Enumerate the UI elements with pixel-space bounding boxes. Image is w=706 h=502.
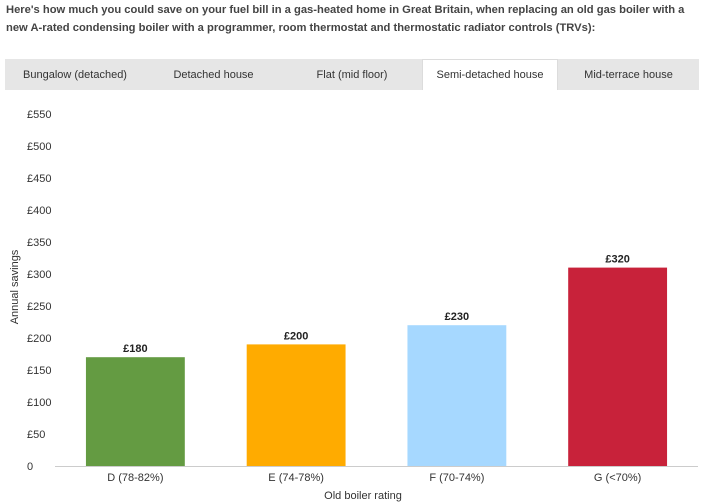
tab-bungalow-detached[interactable]: Bungalow (detached) <box>23 68 127 81</box>
tab-semi-detached-house[interactable]: Semi-detached house <box>422 59 558 90</box>
y-tick-label: £500 <box>27 141 51 153</box>
bar[interactable] <box>246 344 346 466</box>
y-tick-label: 0 <box>27 461 33 473</box>
property-type-tabs: Bungalow (detached) Detached house Flat … <box>5 59 699 90</box>
bar[interactable] <box>407 325 507 466</box>
y-axis-ticks: 0 £50 £100 £150 £200 £250 £300 £350 £400 £450 £500… <box>27 109 51 473</box>
y-tick-label: £100 <box>27 397 51 409</box>
y-tick-label: £200 <box>27 333 51 345</box>
y-tick-label: £50 <box>27 429 45 441</box>
bar[interactable] <box>85 357 185 466</box>
y-tick-label: £150 <box>27 365 51 377</box>
tab-flat-mid-floor[interactable]: Flat (mid floor) <box>316 68 388 81</box>
y-axis-title: Annual savings <box>9 249 21 324</box>
x-tick-label: E (74-78%) <box>268 472 324 484</box>
y-tick-label: £400 <box>27 205 51 217</box>
y-tick-label: £550 <box>27 109 51 121</box>
savings-bar-chart: 0 £50 £100 £150 £200 £250 £300 £350 £400 £450 £500… <box>9 109 698 502</box>
bar[interactable] <box>568 267 668 466</box>
bar-data-label: £180 <box>123 343 147 355</box>
bars <box>85 267 668 466</box>
bar-data-label: £230 <box>445 311 469 323</box>
y-tick-label: £450 <box>27 173 51 185</box>
tab-detached-house[interactable]: Detached house <box>173 68 254 81</box>
intro-text: Here's how much you could save on your f… <box>6 4 685 34</box>
x-tick-label: G (<70%) <box>594 472 641 484</box>
tab-mid-terrace-house[interactable]: Mid-terrace house <box>584 68 673 81</box>
bar-data-labels: £180 £200 £230 £320 <box>123 254 630 356</box>
x-axis-title: Old boiler rating <box>324 490 402 502</box>
y-tick-label: £350 <box>27 237 51 249</box>
bar-data-label: £200 <box>284 330 308 342</box>
x-tick-label: F (70-74%) <box>429 472 484 484</box>
x-tick-label: D (78-82%) <box>107 472 163 484</box>
y-tick-label: £300 <box>27 269 51 281</box>
bar-data-label: £320 <box>605 254 629 266</box>
y-tick-label: £250 <box>27 301 51 313</box>
x-axis-ticks: D (78-82%) E (74-78%) F (70-74%) G (<70%) <box>107 472 641 484</box>
